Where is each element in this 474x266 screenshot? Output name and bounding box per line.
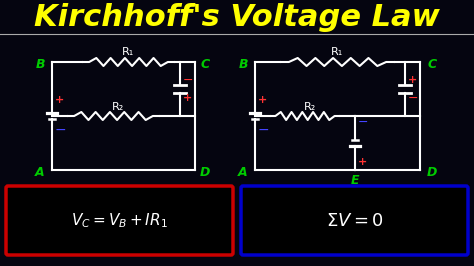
Text: R₁: R₁ [331,47,344,57]
FancyBboxPatch shape [6,186,233,255]
Text: +: + [358,157,368,167]
Text: D: D [200,165,210,178]
Text: −: − [54,123,66,137]
FancyBboxPatch shape [241,186,468,255]
Text: −: − [257,123,269,137]
Text: D: D [427,165,437,178]
Text: B: B [238,57,248,70]
Text: $\Sigma V = 0$: $\Sigma V = 0$ [326,211,383,230]
Text: −: − [358,115,368,128]
Text: B: B [35,57,45,70]
Text: R₂: R₂ [304,102,316,112]
Text: −: − [183,73,193,86]
Text: A: A [238,165,248,178]
Text: Kirchhoff's Voltage Law: Kirchhoff's Voltage Law [34,3,440,32]
Text: E: E [351,173,359,186]
Text: R₂: R₂ [112,102,125,112]
Text: R₁: R₁ [122,47,135,57]
Text: +: + [183,93,192,103]
Text: C: C [201,57,210,70]
Text: $V_C = V_B + IR_1$: $V_C = V_B + IR_1$ [71,211,168,230]
Text: C: C [428,57,437,70]
Text: +: + [258,95,268,105]
Text: +: + [55,95,64,105]
Text: −: − [408,92,418,105]
Text: +: + [409,75,418,85]
Text: A: A [35,165,45,178]
